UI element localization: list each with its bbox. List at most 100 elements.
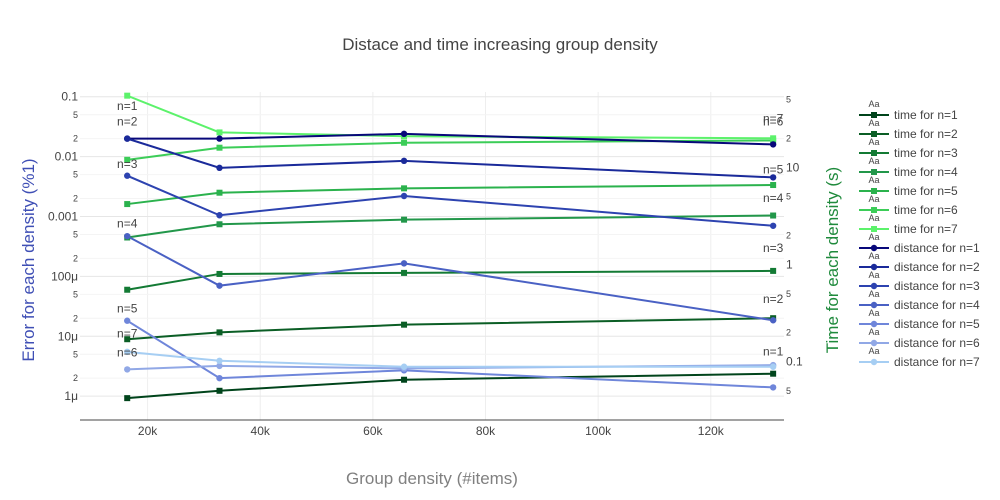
legend-marker: [870, 244, 878, 252]
left-minor-tick-label: 2: [73, 373, 78, 383]
legend-item-distance-for-n-7[interactable]: Aa distance for n=7: [859, 346, 980, 369]
distance-for-n-5-line: [126, 319, 774, 389]
legend-item-distance-for-n-3[interactable]: Aa distance for n=3: [859, 270, 980, 293]
legend-item-time-for-n-3[interactable]: Aa time for n=3: [859, 137, 958, 160]
legend-item-distance-for-n-4[interactable]: Aa distance for n=4: [859, 289, 980, 312]
left-tick-label: 10μ: [58, 329, 78, 343]
distance-for-n-4-point: [400, 260, 408, 267]
legend-item-time-for-n-1[interactable]: Aa time for n=1: [859, 99, 958, 122]
distance-for-n-5-point: [216, 374, 223, 382]
time-for-n-3-point: [124, 286, 131, 293]
left-minor-tick-label: 2: [73, 193, 78, 203]
right-minor-tick-label: 2: [786, 230, 791, 240]
time-for-n-4-point: [770, 212, 777, 219]
right-minor-tick-label: 2: [786, 133, 791, 143]
legend-item-time-for-n-4[interactable]: Aa time for n=4: [859, 156, 958, 179]
time-for-n-5-point: [770, 182, 777, 189]
legend-marker: [870, 358, 878, 366]
right-axis-title: Time for each density (s): [823, 167, 842, 353]
time-for-n-3-point: [216, 270, 223, 277]
time-for-n-7-point: [124, 92, 131, 99]
time-for-n-6-point: [401, 139, 408, 146]
time-for-n-7-line: [126, 94, 774, 140]
x-tick-label: 60k: [363, 424, 383, 438]
legend-symbol-label: Aa: [868, 118, 879, 128]
left-axis-title: Error for each density (%1): [19, 158, 38, 361]
legend-label: time for n=6: [894, 203, 958, 217]
distance-for-n-2-point: [216, 164, 223, 172]
distance-for-n-3-point: [769, 222, 777, 229]
distance-for-n-4-point: [216, 282, 223, 289]
time-for-n-2-line: [127, 317, 774, 341]
left-minor-tick-label: 5: [73, 170, 78, 180]
x-axis-title: Group density (#items): [346, 469, 518, 488]
left-tick-label: 0.01: [55, 150, 79, 164]
legend-symbol-label: Aa: [868, 194, 879, 204]
left-annotation: n=6: [117, 345, 138, 359]
legend-marker: [871, 207, 877, 213]
legend-item-time-for-n-5[interactable]: Aa time for n=5: [859, 175, 958, 198]
left-minor-tick-label: 2: [73, 313, 78, 323]
time-for-n-3-point: [770, 267, 777, 274]
left-minor-tick-label: 5: [73, 289, 78, 299]
x-tick-label: 20k: [138, 424, 158, 438]
distance-for-n-1-point: [769, 141, 777, 148]
legend[interactable]: Aa time for n=1 Aa time for n=2 Aa time for n…: [859, 99, 980, 369]
right-annotation: n=7: [763, 112, 784, 126]
legend-label: time for n=4: [894, 165, 958, 179]
x-tick-label: 40k: [251, 424, 271, 438]
left-minor-tick-label: 5: [73, 110, 78, 120]
left-tick-label: 100μ: [51, 269, 78, 283]
time-for-n-1-point: [770, 370, 777, 377]
legend-item-distance-for-n-2[interactable]: Aa distance for n=2: [859, 251, 980, 274]
left-minor-tick-label: 5: [73, 349, 78, 359]
time-for-n-7-point: [216, 129, 223, 136]
time-for-n-4-point: [216, 221, 223, 228]
left-minor-tick-label: 2: [73, 253, 78, 263]
distance-for-n-1-line: [127, 132, 774, 146]
time-for-n-5-line: [127, 184, 774, 206]
legend-marker: [871, 150, 877, 156]
left-annotation: n=4: [117, 217, 138, 231]
distance-for-n-2-point: [124, 135, 131, 142]
time-for-n-6-point: [124, 156, 131, 163]
legend-marker: [870, 282, 878, 290]
legend-item-time-for-n-7[interactable]: Aa time for n=7: [859, 213, 958, 236]
right-minor-tick-label: 2: [786, 327, 791, 337]
time-for-n-5-point: [401, 185, 408, 192]
right-minor-tick-label: 5: [786, 95, 791, 105]
legend-symbol-label: Aa: [868, 289, 879, 299]
distance-for-n-6-point: [124, 366, 131, 373]
legend-item-distance-for-n-5[interactable]: Aa distance for n=5: [859, 308, 980, 331]
legend-marker: [870, 339, 878, 347]
legend-label: time for n=7: [894, 222, 958, 236]
legend-item-time-for-n-2[interactable]: Aa time for n=2: [859, 118, 958, 141]
right-annotation: n=6: [763, 115, 784, 129]
legend-marker: [871, 169, 877, 175]
left-annotation: n=3: [117, 157, 138, 171]
legend-item-distance-for-n-6[interactable]: Aa distance for n=6: [859, 327, 980, 350]
tick-labels: 20k 40k 60k 80k 100k 120k 0.1 0.01 0.001 100μ 10μ 1…: [48, 90, 803, 438]
right-tick-label: 0.1: [786, 355, 803, 369]
left-annotation: n=2: [117, 115, 138, 129]
legend-symbol-label: Aa: [868, 175, 879, 185]
distance-for-n-5-point: [124, 317, 131, 324]
time-for-n-7-point: [770, 135, 777, 142]
distance-for-n-6-point: [216, 362, 223, 370]
legend-item-time-for-n-6[interactable]: Aa time for n=6: [859, 194, 958, 217]
left-minor-tick-label: 5: [73, 230, 78, 240]
legend-marker: [871, 188, 877, 194]
legend-symbol-label: Aa: [868, 232, 879, 242]
legend-label: time for n=1: [894, 108, 958, 122]
distance-for-n-7-point: [400, 363, 408, 370]
legend-symbol-label: Aa: [868, 327, 879, 337]
legend-symbol-label: Aa: [868, 308, 879, 318]
left-tick-label: 1μ: [64, 389, 78, 403]
legend-item-distance-for-n-1[interactable]: Aa distance for n=1: [859, 232, 980, 255]
left-minor-tick-label: 2: [73, 134, 78, 144]
legend-label: distance for n=5: [894, 317, 980, 331]
legend-marker: [870, 320, 878, 328]
time-for-n-3-line: [127, 269, 774, 291]
legend-label: time for n=2: [894, 127, 958, 141]
